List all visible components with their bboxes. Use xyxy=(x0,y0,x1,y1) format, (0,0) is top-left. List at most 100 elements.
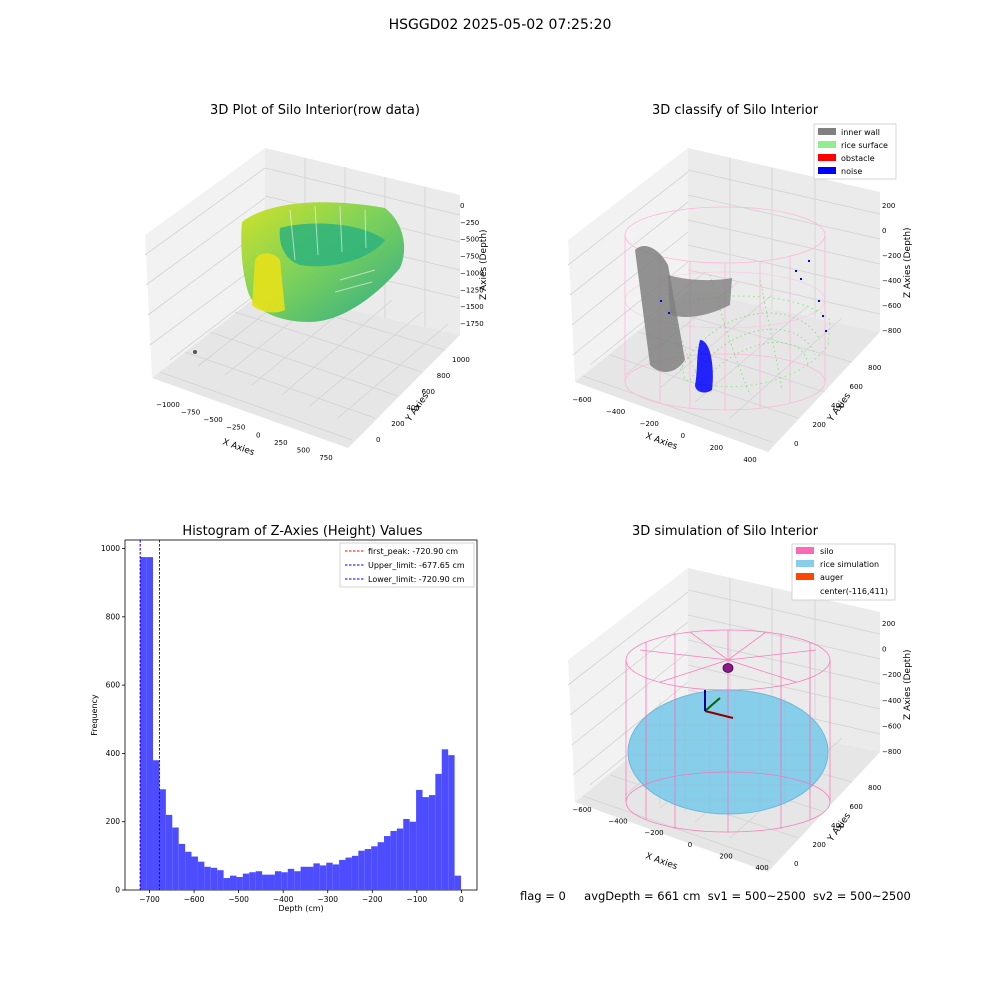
simulation-y-tick-label: 600 xyxy=(850,803,863,811)
legend-swatch-noise xyxy=(818,167,836,174)
raw-x-tick-label: 500 xyxy=(297,446,310,454)
histogram-y-tick-label: 400 xyxy=(106,749,121,758)
legend-swatch-obstacle xyxy=(818,154,836,161)
simulation-legend: silo rice simulation auger center(-116,4… xyxy=(791,543,896,601)
raw-x-tick-label: −750 xyxy=(181,409,200,417)
histogram-bar xyxy=(384,836,391,890)
classify-x-tick-label: −200 xyxy=(640,420,659,428)
simulation-z-tick-label: −800 xyxy=(882,748,901,756)
simulation-x-tick-label: −600 xyxy=(572,806,591,814)
simulation-z-tick-label: 200 xyxy=(882,620,895,628)
histogram-bar xyxy=(230,875,237,890)
raw-panel-title: 3D Plot of Silo Interior(row data) xyxy=(210,103,420,118)
histogram-bar xyxy=(153,760,160,890)
histogram-bar xyxy=(428,795,436,890)
raw-data-panel: 3D Plot of Silo Interior(row data) xyxy=(130,100,500,470)
noise-points xyxy=(695,340,713,393)
histogram-bar xyxy=(319,865,327,890)
classify-panel: 3D classify of Silo Interior xyxy=(550,100,920,470)
raw-z-tick-label: −1500 xyxy=(460,303,484,311)
raw-outlier-point xyxy=(193,350,197,354)
histogram-bar xyxy=(339,859,346,890)
histogram-bar xyxy=(210,867,218,890)
simulation-y-tick-label: 800 xyxy=(868,784,881,792)
histogram-bar xyxy=(326,862,333,890)
histogram-legend: first_peak: -720.90 cm Upper_limit: -677… xyxy=(339,542,475,588)
histogram-y-axis-label: Frequency xyxy=(90,694,99,736)
histogram-y-tick-label: 0 xyxy=(115,886,120,895)
sv1-value: sv1 = 500~2500 xyxy=(707,889,806,903)
raw-z-tick-label: −250 xyxy=(460,219,479,227)
legend-auger: auger xyxy=(820,573,844,582)
floor-pane xyxy=(152,290,460,448)
classify-x-tick-label: −600 xyxy=(572,396,591,404)
legend-center: center(-116,411) xyxy=(820,587,888,596)
histogram-bar xyxy=(307,866,314,890)
histogram-bar xyxy=(377,842,385,890)
histogram-bar xyxy=(249,872,256,890)
histogram-bar xyxy=(236,877,243,890)
legend-rice-simulation: rice simulation xyxy=(820,560,879,569)
raw-data-3d-plot: −1000−750−500−25002505007500200400600800… xyxy=(144,148,489,462)
classify-3d-plot: inner wall rice surface obstacle noise −… xyxy=(567,123,913,464)
simulation-panel-title: 3D simulation of Silo Interior xyxy=(632,524,818,539)
classify-y-tick-label: 0 xyxy=(794,440,798,448)
status-footer: flag = 0 avgDepth = 661 cm sv1 = 500~250… xyxy=(520,889,911,903)
histogram-bar xyxy=(364,849,372,890)
histogram-bar xyxy=(178,843,186,890)
classify-z-tick-label: 200 xyxy=(882,202,895,210)
legend-rice-surface: rice surface xyxy=(841,141,888,150)
simulation-x-tick-label: 400 xyxy=(755,864,768,872)
histogram-bar xyxy=(242,873,250,890)
histogram-bar xyxy=(409,821,417,890)
histogram-x-tick-label: −600 xyxy=(184,895,205,904)
legend-upper-limit: Upper_limit: -677.65 cm xyxy=(368,561,465,570)
legend-swatch-rice-surface xyxy=(818,141,836,148)
avg-depth-value: avgDepth = 661 cm xyxy=(584,889,701,903)
classify-panel-title: 3D classify of Silo Interior xyxy=(651,103,819,118)
histogram-bar xyxy=(262,874,269,890)
legend-obstacle: obstacle xyxy=(841,154,875,163)
histogram-bar xyxy=(441,749,449,890)
histogram-bar xyxy=(140,557,147,890)
classify-x-tick-label: 200 xyxy=(710,444,723,452)
classify-x-tick-label: −400 xyxy=(606,408,625,416)
histogram-bar xyxy=(204,866,211,890)
classify-z-tick-label: 0 xyxy=(882,227,886,235)
silo-wireframe xyxy=(625,629,831,833)
histogram-bar xyxy=(403,818,410,890)
histogram-panel: Histogram of Z-Axies (Height) Values −70… xyxy=(70,520,500,920)
legend-swatch-silo xyxy=(796,547,814,554)
classify-y-tick-label: 200 xyxy=(813,421,826,429)
legend-silo: silo xyxy=(820,547,834,556)
histogram-y-tick-label: 800 xyxy=(106,612,121,621)
raw-y-tick-label: 400 xyxy=(406,404,419,412)
raw-x-tick-label: −250 xyxy=(226,424,245,432)
histogram-bar xyxy=(396,828,404,890)
raw-z-tick-label: −1750 xyxy=(460,320,484,328)
classify-x-axis-label: X Axies xyxy=(644,431,679,452)
raw-y-tick-label: 200 xyxy=(391,420,404,428)
histogram-y-tick-label: 600 xyxy=(106,681,121,690)
histogram-bar xyxy=(422,797,429,890)
histogram-x-tick-label: −200 xyxy=(362,895,383,904)
raw-x-tick-label: −1000 xyxy=(156,401,180,409)
histogram-y-tick-label: 1000 xyxy=(101,544,120,553)
raw-x-tick-label: −500 xyxy=(204,416,223,424)
raw-x-tick-label: 750 xyxy=(319,454,332,462)
histogram-bar xyxy=(185,851,192,890)
auger-marker xyxy=(722,663,734,673)
histogram-bar xyxy=(300,866,308,890)
histogram-bar xyxy=(268,874,275,890)
histogram-bar xyxy=(371,846,378,890)
histogram-x-axis-label: Depth (cm) xyxy=(278,904,323,913)
classify-y-axis-label: Y Axies xyxy=(826,391,854,424)
histogram-bar xyxy=(435,773,442,890)
histogram-bar xyxy=(172,827,179,890)
simulation-z-tick-label: −400 xyxy=(882,697,901,705)
raw-y-tick-label: 0 xyxy=(376,436,380,444)
legend-inner-wall: inner wall xyxy=(841,128,880,137)
classify-y-tick-label: 800 xyxy=(868,364,881,372)
simulation-y-tick-label: 200 xyxy=(813,841,826,849)
histogram-bar xyxy=(217,870,224,890)
